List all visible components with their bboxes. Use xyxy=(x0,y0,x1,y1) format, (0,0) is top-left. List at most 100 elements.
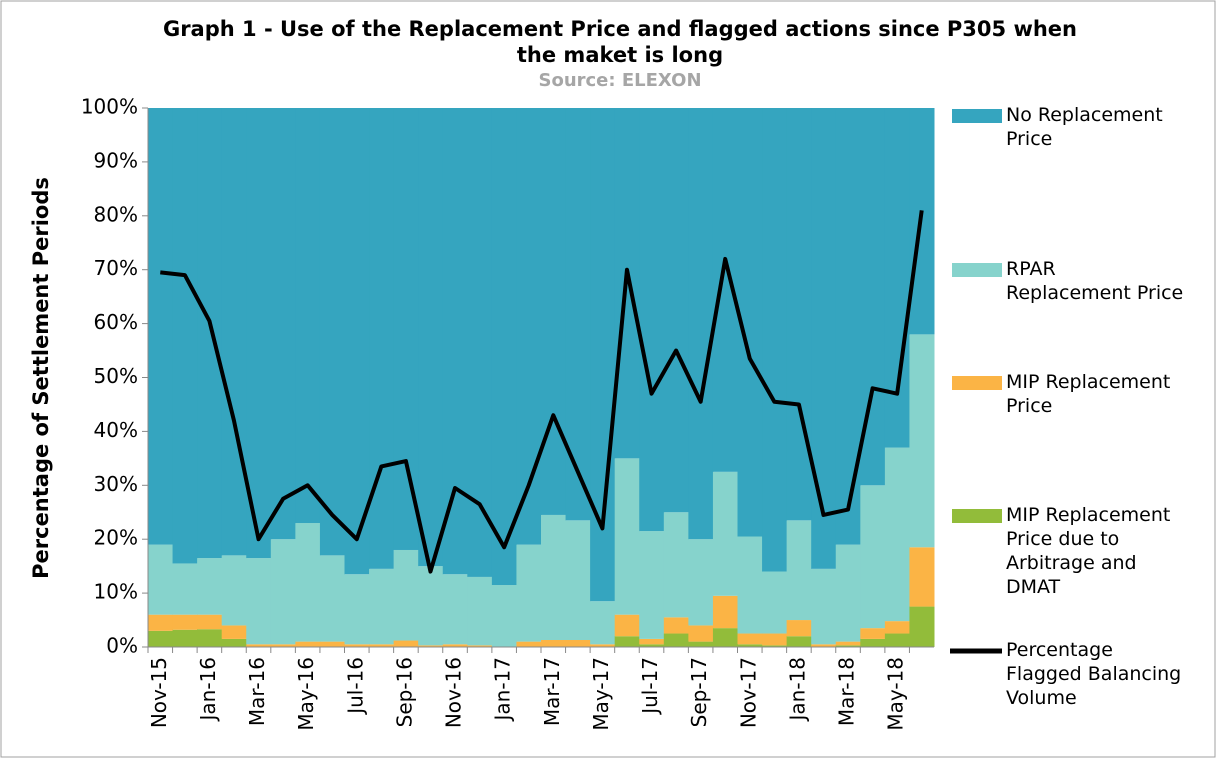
area-segment xyxy=(541,108,567,515)
area-segment xyxy=(295,108,321,524)
area-segment xyxy=(393,108,419,550)
x-tick-label: Mar-17 xyxy=(540,657,564,726)
x-tick-label: Jan-17 xyxy=(491,657,515,723)
area-segment xyxy=(541,514,567,640)
area-segment xyxy=(614,614,640,637)
area-segment xyxy=(884,447,910,622)
legend-swatch xyxy=(952,509,1002,523)
area-segment xyxy=(393,640,419,647)
line-series xyxy=(160,210,924,574)
legend-swatch xyxy=(952,109,1002,123)
area-segment xyxy=(418,566,444,646)
area-segment xyxy=(590,644,616,647)
area-segment xyxy=(835,108,861,545)
area-segment xyxy=(197,558,223,615)
y-tick-label: 50% xyxy=(94,364,138,388)
area-segment xyxy=(516,544,542,642)
y-axis-label: Percentage of Settlement Periods xyxy=(29,177,53,579)
area-segment xyxy=(786,520,812,621)
area-segment xyxy=(148,630,174,647)
area-segment xyxy=(344,644,370,647)
x-tick-label: Jul-17 xyxy=(638,657,662,716)
area-segment xyxy=(811,568,837,645)
area-segment xyxy=(467,645,493,647)
area-segment xyxy=(786,108,812,521)
area-segment xyxy=(172,108,198,564)
area-segment xyxy=(639,644,665,647)
area-segment xyxy=(148,544,174,615)
x-tick-label: Jan-16 xyxy=(196,657,220,723)
area-segment xyxy=(344,108,370,575)
area-segment xyxy=(172,563,198,615)
area-segment xyxy=(884,108,910,448)
y-tick-label: 40% xyxy=(94,418,138,442)
y-tick-label: 100% xyxy=(81,95,138,119)
chart-subtitle: Source: ELEXON xyxy=(538,70,702,91)
area-segment xyxy=(491,108,517,586)
legend-swatch xyxy=(952,376,1002,390)
x-tick-label: May-17 xyxy=(589,657,613,731)
area-segment xyxy=(172,614,198,630)
legend-swatch xyxy=(952,263,1002,277)
x-tick-label: Jan-18 xyxy=(785,657,809,723)
area-segment xyxy=(565,639,591,647)
area-segment xyxy=(811,644,837,647)
area-segment xyxy=(344,574,370,645)
y-tick-label: 0% xyxy=(106,634,138,658)
area-segment xyxy=(246,108,272,559)
legend-label: MIP Replacement Price due to Arbitrage a… xyxy=(1006,504,1171,598)
area-segment xyxy=(737,644,763,647)
area-segment xyxy=(393,549,419,641)
area-segment xyxy=(148,614,174,631)
x-tick-label: Mar-16 xyxy=(245,657,269,726)
legend-label: MIP Replacement Price xyxy=(1006,371,1171,417)
area-segment xyxy=(197,614,223,630)
area-segment xyxy=(590,601,616,645)
area-segment xyxy=(663,617,689,634)
y-tick-label: 70% xyxy=(94,256,138,280)
area-segment xyxy=(762,108,788,572)
area-segment xyxy=(516,108,542,545)
area-segment xyxy=(491,585,517,647)
y-tick-label: 20% xyxy=(94,526,138,550)
area-segment xyxy=(639,108,665,532)
x-tick-label: May-16 xyxy=(294,657,318,731)
area-segment xyxy=(418,645,444,647)
area-segment xyxy=(541,639,567,647)
area-segment xyxy=(688,108,714,540)
area-segment xyxy=(737,633,763,645)
y-tick-label: 10% xyxy=(94,580,138,604)
area-segment xyxy=(418,108,444,567)
area-segment xyxy=(614,458,640,615)
area-segment xyxy=(197,629,223,647)
area-segment xyxy=(270,108,296,540)
area-segment xyxy=(246,644,272,647)
area-segment xyxy=(221,108,247,556)
area-segment xyxy=(860,485,886,629)
x-tick-label: Mar-18 xyxy=(835,657,859,726)
area-segment xyxy=(246,558,272,645)
area-segment xyxy=(786,620,812,637)
y-tick-label: 80% xyxy=(94,202,138,226)
area-segment xyxy=(663,633,689,647)
x-tick-label: Sep-17 xyxy=(687,657,711,727)
area-segment xyxy=(221,555,247,626)
area-segment xyxy=(688,641,714,647)
area-segment xyxy=(663,108,689,513)
legend-label: No Replacement Price xyxy=(1006,104,1163,150)
area-segment xyxy=(688,625,714,642)
area-segment xyxy=(172,629,198,647)
area-segment xyxy=(762,571,788,634)
area-segment xyxy=(909,334,935,548)
area-segment xyxy=(737,536,763,634)
area-segment xyxy=(319,108,345,556)
legend-label: Percentage Flagged Balancing Volume xyxy=(1006,639,1182,709)
area-segment xyxy=(565,520,591,640)
area-segment xyxy=(786,636,812,647)
area-segment xyxy=(884,633,910,647)
x-tick-label: Jul-16 xyxy=(343,657,367,716)
chart-title: Graph 1 - Use of the Replacement Price a… xyxy=(162,17,1078,67)
area-segment xyxy=(197,108,223,559)
